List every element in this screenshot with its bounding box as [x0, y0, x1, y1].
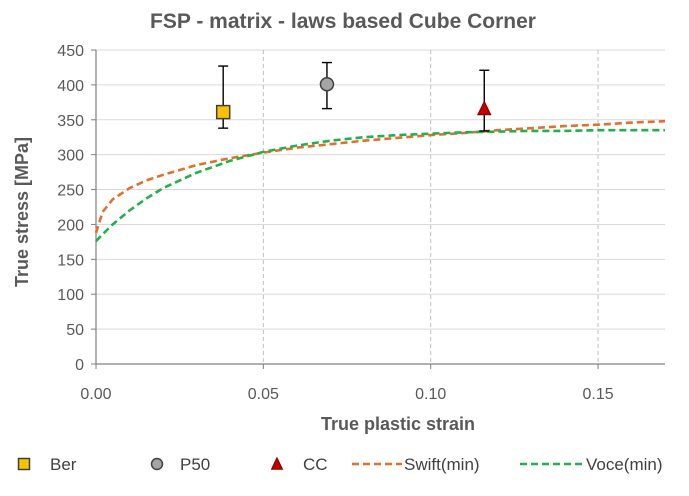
y-tick-label: 350	[57, 113, 84, 130]
chart-title: FSP - matrix - laws based Cube Corner	[150, 10, 536, 33]
point-p50	[319, 76, 335, 92]
y-tick-label: 450	[57, 43, 84, 60]
legend-p50-label: P50	[180, 455, 210, 474]
legend: Ber P50 CC Swift(min) Voce(min)	[17, 455, 663, 474]
legend-cc-swatch	[270, 456, 284, 470]
y-tick-label: 200	[57, 217, 84, 234]
y-tick-label: 150	[57, 252, 84, 269]
x-tick-label: 0.05	[248, 386, 279, 403]
grid	[96, 49, 665, 364]
curves	[94, 119, 666, 243]
point-ber	[215, 104, 231, 120]
point-cc	[476, 100, 492, 116]
y-tick-label: 250	[57, 183, 84, 200]
legend-voce-min-label: Voce(min)	[586, 455, 663, 474]
y-tick-label: 100	[57, 287, 84, 304]
curve-swift-min	[94, 119, 666, 234]
legend-swift-min-label: Swift(min)	[404, 455, 480, 474]
y-tick-label: 400	[57, 78, 84, 95]
x-tick-label: 0.10	[415, 386, 446, 403]
legend-ber-label: Ber	[50, 455, 77, 474]
x-tick-label: 0.15	[582, 386, 613, 403]
legend-p50-swatch	[150, 457, 164, 471]
axes: 0 50 100 150 200 250 300 350 400 450 0.00 0.05 0.10 0…	[57, 43, 665, 403]
y-tick-label: 0	[75, 357, 84, 374]
data-points	[215, 61, 492, 132]
x-tick-label: 0.00	[80, 386, 111, 403]
curve-voce-min	[95, 128, 665, 243]
x-axis-label: True plastic strain	[321, 414, 475, 434]
legend-cc-label: CC	[303, 455, 328, 474]
y-tick-label: 50	[66, 322, 84, 339]
y-axis-label: True stress [MPa]	[12, 137, 32, 287]
y-tick-label: 300	[57, 148, 84, 165]
legend-ber-swatch	[17, 457, 31, 471]
